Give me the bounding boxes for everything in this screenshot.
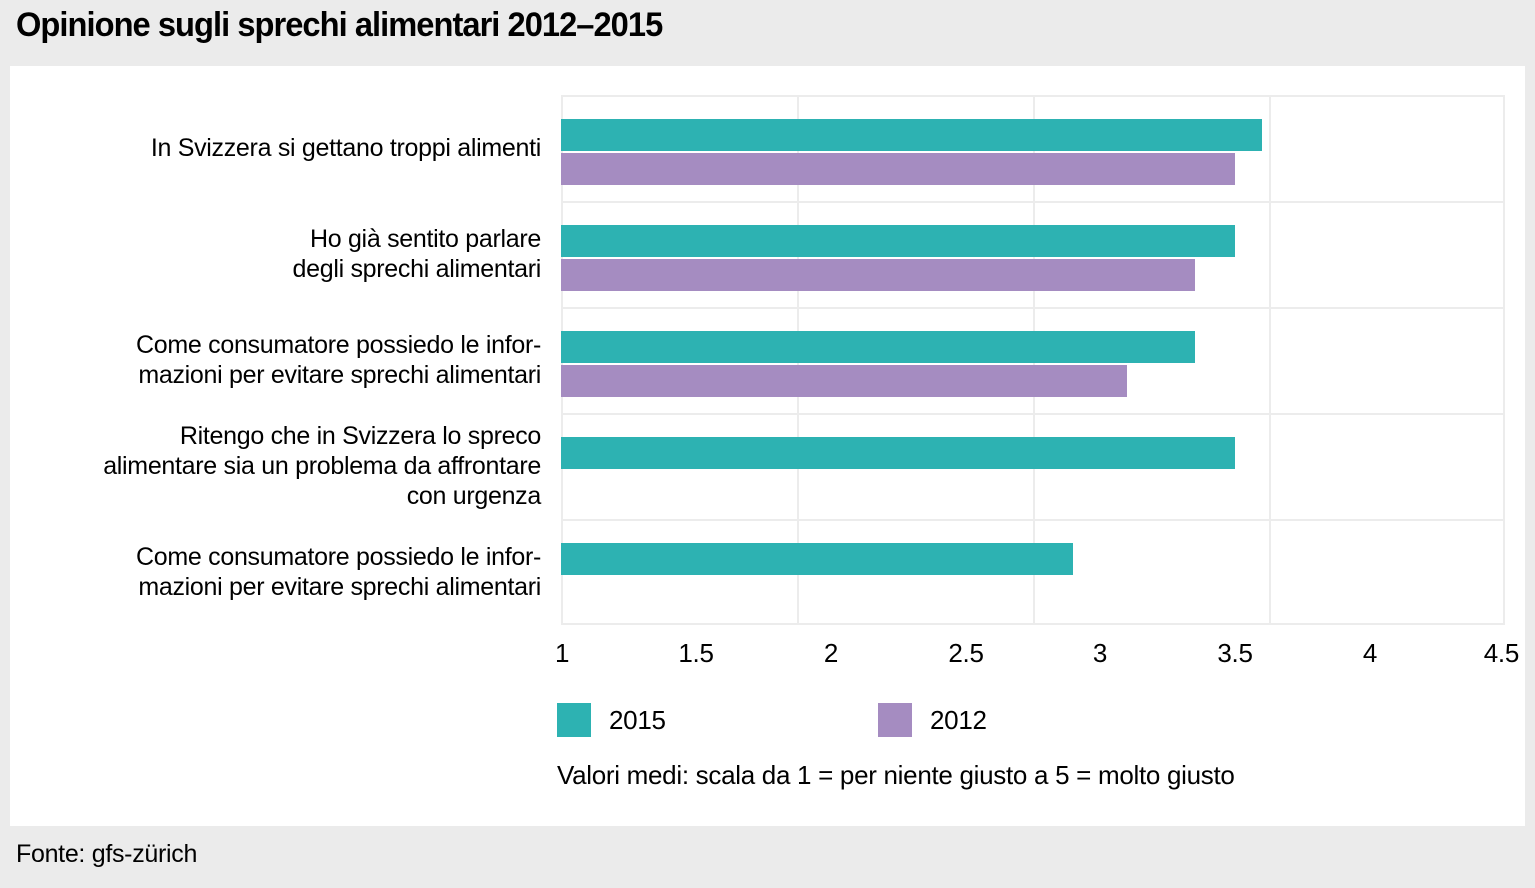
bar-2015-category-4[interactable] (561, 437, 1235, 469)
category-label-4: Ritengo che in Svizzera lo spreco aliment… (103, 422, 541, 510)
x-tick-3: 3 (1092, 638, 1108, 668)
horizontal-gridline (561, 413, 1505, 415)
horizontal-gridline (561, 623, 1505, 625)
horizontal-gridline (561, 307, 1505, 309)
vertical-gridline (1269, 95, 1271, 625)
source-text: Fonte: gfs-zürich (16, 840, 198, 868)
category-label-2: Ho già sentito parlare degli sprechi alim… (292, 225, 542, 283)
legend-item-2012[interactable]: 2012 (878, 703, 1028, 739)
bar-2012-category-2[interactable] (561, 259, 1195, 291)
category-label-1: In Svizzera si gettano troppi alimenti (150, 134, 541, 162)
vertical-gridline (1503, 95, 1505, 625)
chart-panel: In Svizzera si gettano troppi alimenti Ho… (10, 66, 1525, 826)
x-tick-4.5: 4.5 (1483, 638, 1520, 668)
plot-area (561, 95, 1505, 625)
scale-note: Valori medi: scala da 1 = per niente giu… (557, 760, 1235, 790)
legend: 2015 2012 (557, 703, 1501, 743)
x-tick-1: 1 (555, 638, 570, 668)
legend-label-2015: 2015 (609, 705, 666, 735)
category-label-3: Come consumatore possiedo le infor-mazio… (136, 331, 541, 389)
legend-item-2015[interactable]: 2015 (557, 703, 707, 739)
bar-2015-category-5[interactable] (561, 543, 1073, 575)
bar-2015-category-3[interactable] (561, 331, 1195, 363)
x-axis: 1 1.5 2 2.5 3 3.5 4 4.5 (555, 638, 1519, 672)
bar-2012-category-1[interactable] (561, 153, 1235, 185)
x-tick-4: 4 (1362, 638, 1378, 668)
x-tick-3.5: 3.5 (1217, 638, 1253, 668)
legend-label-2012: 2012 (930, 705, 987, 735)
x-tick-2: 2 (823, 638, 839, 668)
category-axis: In Svizzera si gettano troppi alimenti Ho… (10, 95, 541, 625)
horizontal-gridline (561, 95, 1505, 97)
category-label-5: Come consumatore possiedo le infor-mazio… (136, 543, 541, 601)
bar-2012-category-3[interactable] (561, 365, 1127, 397)
bar-2015-category-2[interactable] (561, 225, 1235, 257)
bar-2015-category-1[interactable] (561, 119, 1262, 151)
legend-swatch-2015 (557, 703, 591, 737)
legend-swatch-2012 (878, 703, 912, 737)
x-tick-2.5: 2.5 (948, 638, 984, 668)
x-tick-1.5: 1.5 (678, 638, 714, 668)
horizontal-gridline (561, 201, 1505, 203)
chart-title: Opinione sugli sprechi alimentari 2012–2… (16, 6, 663, 44)
horizontal-gridline (561, 519, 1505, 521)
